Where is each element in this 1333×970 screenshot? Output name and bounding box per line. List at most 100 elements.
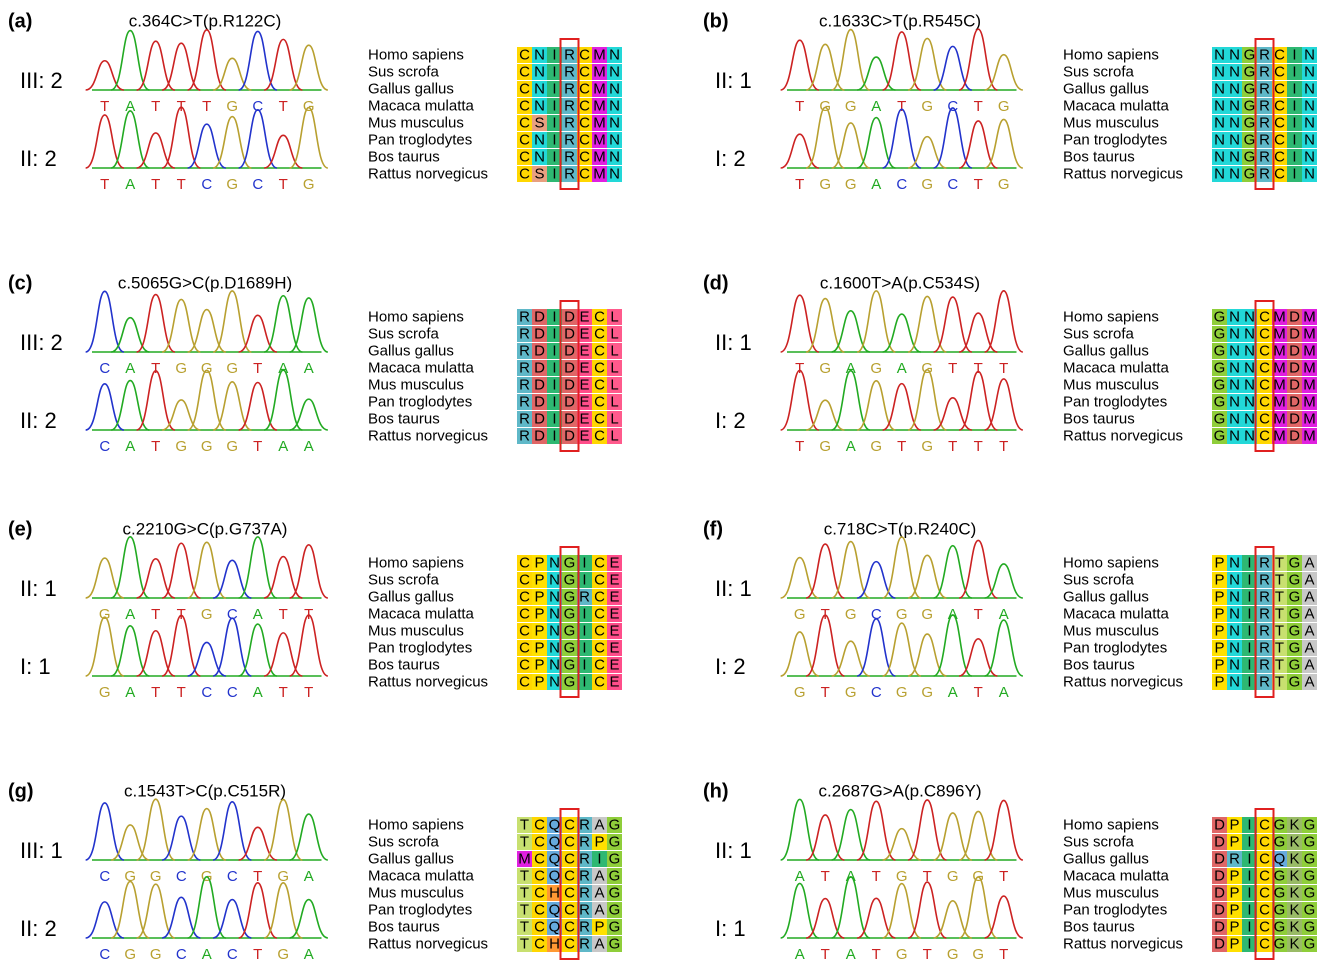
chromatogram-peak bbox=[213, 900, 251, 938]
residue: I bbox=[582, 673, 586, 690]
residue: P bbox=[534, 588, 544, 605]
residue: A bbox=[1304, 554, 1314, 571]
residue: N bbox=[1304, 63, 1315, 80]
residue: I bbox=[552, 97, 556, 114]
species-name: Pan troglodytes bbox=[1063, 393, 1167, 410]
residue: D bbox=[1214, 833, 1225, 850]
base-letter: G bbox=[226, 438, 238, 455]
base-letter: T bbox=[974, 684, 983, 701]
base-letter: T bbox=[100, 98, 109, 115]
residue: N bbox=[1229, 342, 1240, 359]
base-letter: G bbox=[998, 176, 1010, 193]
base-letter: C bbox=[252, 176, 263, 193]
species-name: Homo sapiens bbox=[368, 46, 464, 63]
residue: L bbox=[610, 393, 618, 410]
residue: P bbox=[1214, 554, 1224, 571]
species-name: Pan troglodytes bbox=[1063, 131, 1167, 148]
residue: C bbox=[519, 605, 530, 622]
residue: C bbox=[564, 918, 575, 935]
residue: G bbox=[1304, 833, 1316, 850]
residue: L bbox=[610, 325, 618, 342]
residue: P bbox=[1214, 673, 1224, 690]
chromatogram-peak bbox=[908, 137, 946, 168]
residue: C bbox=[1259, 376, 1270, 393]
base-letter: T bbox=[974, 98, 983, 115]
residue: G bbox=[1244, 63, 1256, 80]
panel-title: c.2687G>A(p.C896Y) bbox=[818, 781, 981, 800]
residue: I bbox=[1247, 605, 1251, 622]
residue: P bbox=[1214, 588, 1224, 605]
panel: (b)c.1633C>T(p.R545C)II: 1TGGATGCTGI: 2T… bbox=[703, 10, 1317, 193]
residue: G bbox=[1214, 410, 1226, 427]
residue: Q bbox=[1274, 850, 1286, 867]
residue: N bbox=[1229, 114, 1240, 131]
residue: N bbox=[534, 46, 545, 63]
panel-title: c.1633C>T(p.R545C) bbox=[819, 11, 981, 30]
residue: E bbox=[579, 308, 589, 325]
residue: C bbox=[594, 410, 605, 427]
base-letter: T bbox=[151, 684, 160, 701]
species-name: Rattus norvegicus bbox=[1063, 673, 1183, 690]
residue: N bbox=[534, 131, 545, 148]
residue: R bbox=[519, 376, 530, 393]
residue: G bbox=[1304, 918, 1316, 935]
residue: C bbox=[579, 46, 590, 63]
species-name: Sus scrofa bbox=[1063, 571, 1135, 588]
residue: C bbox=[594, 325, 605, 342]
residue: N bbox=[1244, 427, 1255, 444]
residue: R bbox=[579, 867, 590, 884]
residue: D bbox=[564, 393, 575, 410]
residue: G bbox=[1274, 901, 1286, 918]
residue: G bbox=[1274, 833, 1286, 850]
residue: C bbox=[534, 935, 545, 952]
chromatogram-peak bbox=[781, 134, 819, 168]
species-name: Gallus gallus bbox=[368, 342, 454, 359]
base-letter: A bbox=[253, 606, 263, 623]
residue: I bbox=[552, 342, 556, 359]
residue: G bbox=[1274, 935, 1286, 952]
base-letter: A bbox=[125, 606, 135, 623]
base-letter: C bbox=[896, 176, 907, 193]
residue: C bbox=[579, 131, 590, 148]
residue: R bbox=[564, 80, 575, 97]
residue: D bbox=[1289, 342, 1300, 359]
residue: C bbox=[1259, 901, 1270, 918]
residue: I bbox=[1247, 850, 1251, 867]
chromatogram-peak bbox=[959, 639, 997, 676]
residue: C bbox=[519, 571, 530, 588]
chromatogram-peak bbox=[213, 58, 251, 90]
base-letter: T bbox=[177, 176, 186, 193]
base-letter: G bbox=[175, 438, 187, 455]
base-letter: G bbox=[845, 176, 857, 193]
residue: M bbox=[1273, 342, 1286, 359]
residue: G bbox=[564, 571, 576, 588]
residue: A bbox=[1304, 571, 1314, 588]
panel-label: (d) bbox=[703, 272, 729, 294]
residue: R bbox=[564, 63, 575, 80]
residue: N bbox=[1244, 410, 1255, 427]
chromatogram-peak bbox=[934, 398, 972, 430]
residue: P bbox=[534, 639, 544, 656]
residue: C bbox=[564, 884, 575, 901]
residue: C bbox=[564, 867, 575, 884]
residue: C bbox=[519, 80, 530, 97]
residue: G bbox=[1244, 80, 1256, 97]
residue: N bbox=[1244, 393, 1255, 410]
species-name: Macaca mulatta bbox=[368, 605, 475, 622]
chromatogram-peak bbox=[985, 896, 1023, 938]
residue: T bbox=[520, 867, 529, 884]
residue: I bbox=[1292, 63, 1296, 80]
residue: E bbox=[609, 554, 619, 571]
chromatogram-peak bbox=[239, 827, 277, 860]
chromatogram-peak bbox=[908, 634, 946, 676]
residue: G bbox=[609, 884, 621, 901]
residue: N bbox=[1229, 308, 1240, 325]
residue: G bbox=[1289, 588, 1301, 605]
residue: E bbox=[609, 571, 619, 588]
residue: I bbox=[1247, 816, 1251, 833]
base-letter: A bbox=[202, 946, 212, 963]
residue: H bbox=[549, 884, 560, 901]
base-letter: G bbox=[794, 606, 806, 623]
base-letter: A bbox=[304, 438, 314, 455]
residue: G bbox=[609, 850, 621, 867]
